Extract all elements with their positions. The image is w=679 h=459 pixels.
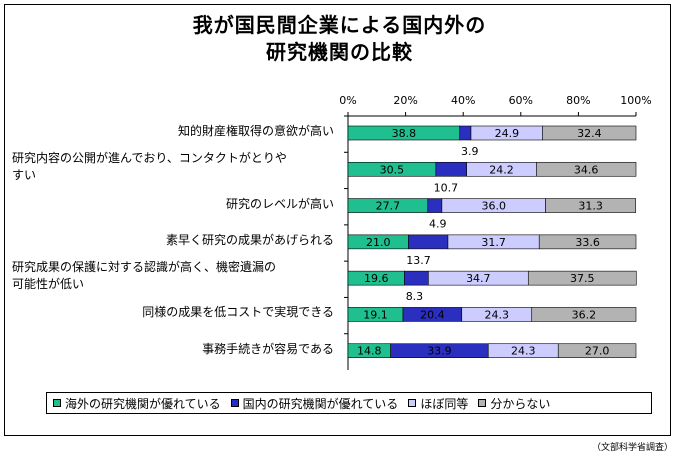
data-label: 4.9 bbox=[429, 218, 447, 231]
data-label: 37.5 bbox=[570, 272, 595, 285]
bar-segment bbox=[427, 198, 443, 213]
data-label: 36.2 bbox=[572, 308, 597, 321]
category-label-line: 知的財産権取得の意欲が高い bbox=[177, 124, 334, 138]
category-label: 研究成果の保護に対する認識が高く、機密遺漏の 可能性が低い bbox=[12, 259, 346, 293]
legend-swatch bbox=[53, 399, 61, 407]
bar-segment bbox=[435, 161, 467, 177]
data-label: 31.7 bbox=[481, 236, 506, 249]
legend-item: 分からない bbox=[478, 395, 550, 412]
legend-swatch bbox=[230, 399, 239, 407]
legend-swatch bbox=[408, 399, 417, 407]
bar-segment bbox=[557, 343, 637, 359]
data-label: 30.5 bbox=[380, 163, 405, 176]
x-tick-label: 0% bbox=[339, 94, 356, 107]
category-label-line: 同様の成果を低コストで実現できる bbox=[142, 305, 334, 320]
bar-segment bbox=[408, 234, 449, 250]
category-label: 同様の成果を低コストで実現できる bbox=[4, 304, 334, 321]
category-label: 知的財産権取得の意欲が高い bbox=[4, 123, 334, 140]
source-note: （文部科学省調査） bbox=[591, 443, 673, 453]
legend-item: ほぼ同等 bbox=[408, 395, 468, 412]
x-tick-label: 40% bbox=[451, 94, 475, 107]
category-label-line: 可能性が低い bbox=[12, 277, 85, 292]
legend-item: 国内の研究機関が優れている bbox=[230, 395, 399, 412]
data-label: 24.2 bbox=[489, 163, 514, 176]
data-label: 21.0 bbox=[366, 236, 391, 249]
data-label: 8.3 bbox=[406, 290, 424, 303]
data-label: 34.7 bbox=[466, 272, 491, 285]
legend-label: 分からない bbox=[490, 396, 551, 411]
legend: 海外の研究機関が優れている 国内の研究機関が優れている ほぼ同等 分からない bbox=[46, 392, 652, 414]
category-label-line: 研究内容の公開が進んでおり、コンタクトがとりや bbox=[12, 151, 287, 166]
bar-segment bbox=[536, 161, 637, 177]
data-label: 38.8 bbox=[392, 127, 417, 140]
bar-segment bbox=[542, 125, 637, 141]
data-label: 24.3 bbox=[511, 345, 536, 358]
bar-segment bbox=[531, 307, 637, 322]
data-label: 24.9 bbox=[495, 127, 520, 140]
bar-segment bbox=[527, 270, 637, 286]
data-label: 10.7 bbox=[434, 181, 459, 194]
legend-item: 海外の研究機関が優れている bbox=[53, 395, 221, 412]
data-label: 20.4 bbox=[420, 308, 445, 321]
chart-title: 我が国民間企業による国内外の 研究機関の比較 bbox=[0, 12, 679, 66]
chart-title-line-1: 我が国民間企業による国内外の bbox=[192, 13, 487, 37]
chart-title-line-2: 研究機関の比較 bbox=[266, 40, 413, 64]
bar-segment bbox=[538, 234, 637, 250]
x-tick-label: 60% bbox=[509, 94, 533, 107]
data-label: 34.6 bbox=[574, 163, 599, 176]
data-label: 27.0 bbox=[585, 345, 610, 358]
x-tick-label: 100% bbox=[620, 94, 651, 107]
legend-label: 国内の研究機関が優れている bbox=[242, 396, 399, 411]
data-label: 33.9 bbox=[427, 345, 452, 358]
bar-segment bbox=[404, 270, 429, 286]
x-tick-label: 80% bbox=[566, 94, 590, 107]
data-label: 27.7 bbox=[376, 200, 401, 213]
category-label: 事務手続きが容易である bbox=[4, 341, 334, 358]
data-label: 19.6 bbox=[364, 272, 389, 285]
category-label-line: 研究のレベルが高い bbox=[225, 196, 334, 211]
bar-segment bbox=[459, 125, 472, 141]
category-label: 研究内容の公開が進んでおり、コンタクトがとりや すい bbox=[12, 150, 346, 184]
x-tick-label: 20% bbox=[393, 94, 417, 107]
legend-label: ほぼ同等 bbox=[420, 396, 469, 411]
data-label: 24.3 bbox=[485, 308, 510, 321]
data-label: 3.9 bbox=[461, 145, 479, 158]
legend-swatch bbox=[478, 399, 487, 407]
data-label: 14.8 bbox=[357, 345, 382, 358]
data-label: 32.4 bbox=[577, 127, 602, 140]
data-label: 19.1 bbox=[363, 308, 388, 321]
chart-frame bbox=[4, 4, 671, 436]
category-label-line: 研究成果の保護に対する認識が高く、機密遺漏の bbox=[12, 260, 277, 275]
data-label: 36.0 bbox=[481, 200, 506, 213]
category-label-line: 事務手続きが容易である bbox=[202, 341, 334, 356]
data-label: 31.3 bbox=[578, 200, 603, 213]
category-label: 研究のレベルが高い bbox=[4, 196, 334, 213]
category-label-line: すい bbox=[12, 168, 37, 183]
legend-label: 海外の研究機関が優れている bbox=[65, 396, 221, 411]
category-label-line: 素早く研究の成果があげられる bbox=[165, 232, 334, 247]
data-label: 33.6 bbox=[575, 236, 600, 249]
category-label: 素早く研究の成果があげられる bbox=[4, 232, 334, 249]
bar-segment bbox=[545, 198, 637, 213]
data-label: 13.7 bbox=[406, 254, 431, 267]
